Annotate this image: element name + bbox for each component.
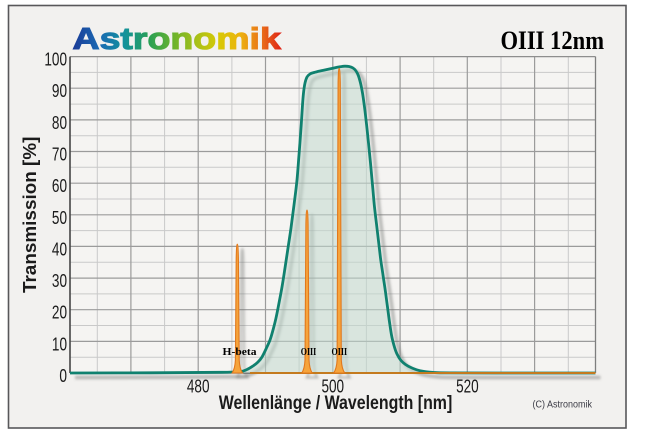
svg-text:OIII 12nm: OIII 12nm (501, 26, 605, 55)
svg-text:10: 10 (52, 334, 67, 354)
svg-text:OIII: OIII (332, 347, 348, 358)
svg-text:Wellenlänge / Wavelength [nm]: Wellenlänge / Wavelength [nm] (219, 393, 453, 414)
svg-text:480: 480 (187, 377, 210, 397)
svg-text:Astronomik: Astronomik (73, 22, 282, 56)
svg-text:OIII: OIII (301, 347, 317, 358)
svg-text:100: 100 (44, 50, 67, 70)
svg-text:60: 60 (52, 176, 67, 196)
svg-text:50: 50 (52, 208, 67, 228)
svg-text:0: 0 (59, 366, 67, 386)
svg-text:30: 30 (52, 271, 67, 291)
svg-text:80: 80 (52, 113, 67, 133)
svg-text:500: 500 (322, 377, 345, 397)
svg-text:(C) Astronomik: (C) Astronomik (533, 400, 593, 411)
svg-text:90: 90 (52, 81, 67, 101)
svg-text:20: 20 (52, 303, 67, 323)
svg-text:40: 40 (52, 239, 67, 259)
svg-text:Transmission [%]: Transmission [%] (20, 137, 40, 293)
svg-text:H-beta: H-beta (223, 346, 258, 358)
svg-text:70: 70 (52, 145, 67, 165)
svg-text:520: 520 (456, 377, 479, 397)
